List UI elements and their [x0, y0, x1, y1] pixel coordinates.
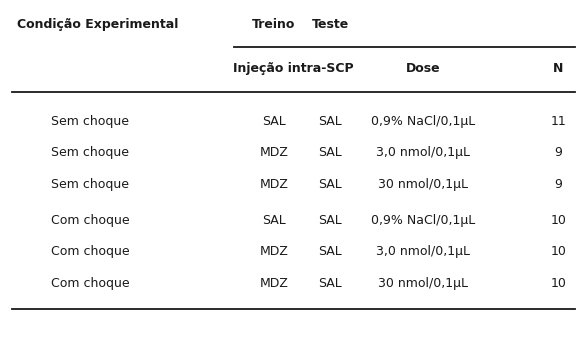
Text: N: N: [553, 62, 564, 75]
Text: MDZ: MDZ: [259, 147, 288, 159]
Text: SAL: SAL: [318, 214, 342, 227]
Text: 3,0 nmol/0,1μL: 3,0 nmol/0,1μL: [376, 245, 470, 258]
Text: 0,9% NaCl/0,1μL: 0,9% NaCl/0,1μL: [371, 214, 475, 227]
Text: SAL: SAL: [318, 147, 342, 159]
Text: SAL: SAL: [318, 178, 342, 191]
Text: Injeção intra-SCP: Injeção intra-SCP: [233, 62, 354, 75]
Text: 30 nmol/0,1μL: 30 nmol/0,1μL: [378, 178, 468, 191]
Text: Sem choque: Sem choque: [51, 178, 129, 191]
Text: Sem choque: Sem choque: [51, 147, 129, 159]
Text: Treino: Treino: [252, 18, 295, 31]
Text: Dose: Dose: [406, 62, 440, 75]
Text: 0,9% NaCl/0,1μL: 0,9% NaCl/0,1μL: [371, 115, 475, 128]
Text: SAL: SAL: [318, 245, 342, 258]
Text: SAL: SAL: [262, 214, 286, 227]
Text: Teste: Teste: [312, 18, 349, 31]
Text: 10: 10: [551, 214, 566, 227]
Text: Com choque: Com choque: [51, 277, 130, 289]
Text: MDZ: MDZ: [259, 178, 288, 191]
Text: 30 nmol/0,1μL: 30 nmol/0,1μL: [378, 277, 468, 289]
Text: SAL: SAL: [318, 115, 342, 128]
Text: 10: 10: [551, 277, 566, 289]
Text: 3,0 nmol/0,1μL: 3,0 nmol/0,1μL: [376, 147, 470, 159]
Text: Com choque: Com choque: [51, 245, 130, 258]
Text: MDZ: MDZ: [259, 277, 288, 289]
Text: 9: 9: [554, 178, 562, 191]
Text: Condição Experimental: Condição Experimental: [18, 18, 179, 31]
Text: Com choque: Com choque: [51, 214, 130, 227]
Text: SAL: SAL: [262, 115, 286, 128]
Text: MDZ: MDZ: [259, 245, 288, 258]
Text: 9: 9: [554, 147, 562, 159]
Text: SAL: SAL: [318, 277, 342, 289]
Text: 11: 11: [551, 115, 566, 128]
Text: 10: 10: [551, 245, 566, 258]
Text: Sem choque: Sem choque: [51, 115, 129, 128]
